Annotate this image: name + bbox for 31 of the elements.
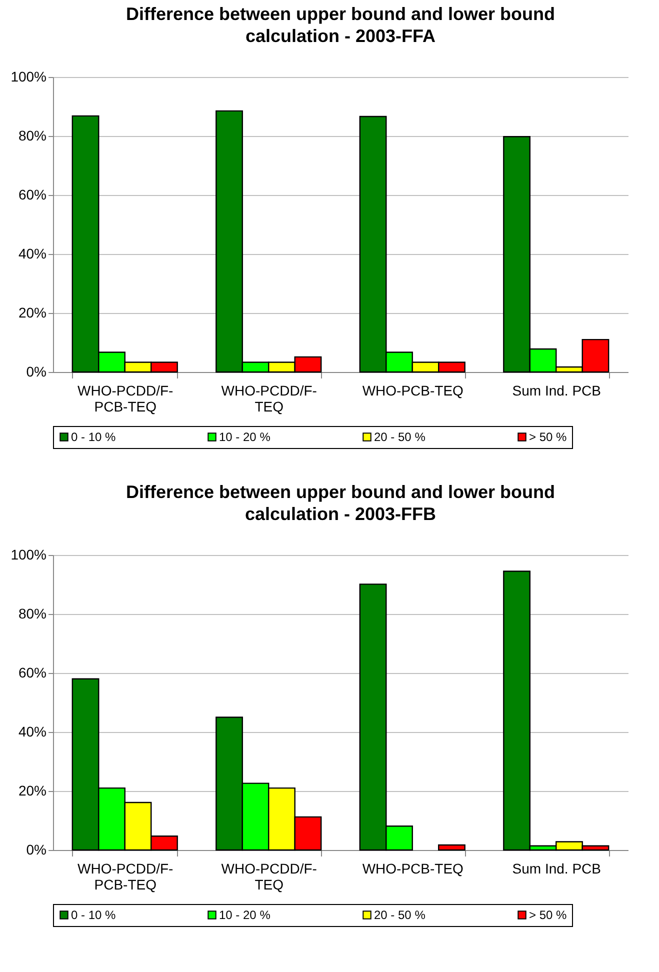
y-tick-label: 100% [10, 546, 46, 562]
y-tick-label: 20% [18, 304, 46, 320]
legend-label: > 50 % [529, 430, 568, 444]
y-tick-label: 80% [18, 128, 46, 144]
legend-label: 20 - 50 % [374, 430, 426, 444]
y-tick-label: 0% [26, 364, 46, 380]
chart-title: Difference between upper bound and lower bound calculation - 2003-FFA [126, 4, 556, 46]
bar [438, 844, 466, 851]
x-tick-label: Sum Ind. PCB [512, 382, 601, 398]
legend-label: > 50 % [529, 908, 568, 922]
y-tick-label: 20% [18, 782, 46, 798]
y-tick-label: 100% [10, 68, 46, 84]
y-tick-label: 0% [26, 842, 46, 858]
x-tick-label: WHO-PCB-TEQ [362, 382, 464, 398]
x-tick-label: WHO-PCB-TEQ [362, 860, 464, 876]
y-tick-label: 40% [18, 246, 46, 262]
x-tick-label: WHO-PCDD/F-PCB-TEQ [78, 382, 174, 414]
y-tick-label: 60% [18, 664, 46, 680]
y-tick-label: 40% [18, 724, 46, 740]
y-tick-label: 60% [18, 186, 46, 202]
legend-label: 10 - 20 % [219, 908, 271, 922]
legend-label: 0 - 10 % [71, 430, 116, 444]
legend-label: 0 - 10 % [71, 908, 116, 922]
x-tick-label: WHO-PCDD/F-PCB-TEQ [78, 860, 174, 892]
x-tick-label: WHO-PCDD/F-TEQ [221, 382, 318, 414]
y-tick-label: 80% [18, 606, 46, 622]
legend-label: 20 - 50 % [374, 908, 426, 922]
chart-title: Difference between upper bound and lower bound calculation - 2003-FFB [126, 482, 556, 524]
x-tick-label: Sum Ind. PCB [512, 860, 601, 876]
legend-label: 10 - 20 % [219, 430, 271, 444]
x-tick-label: WHO-PCDD/F-TEQ [221, 860, 318, 892]
